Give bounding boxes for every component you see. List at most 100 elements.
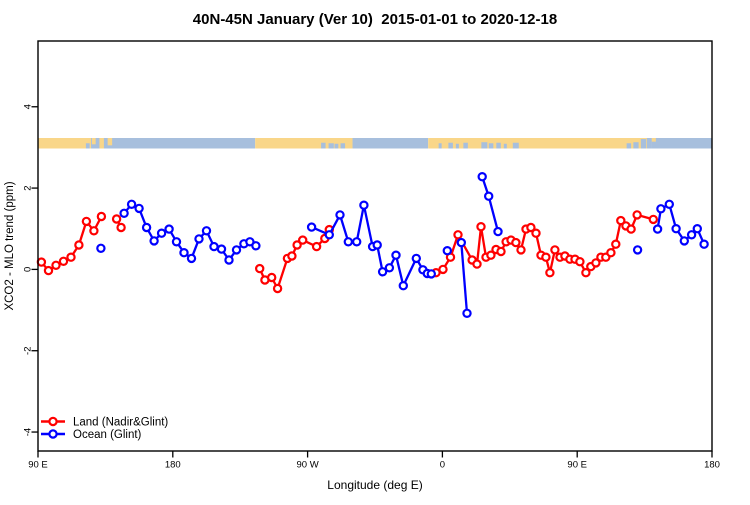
ocean-series-point xyxy=(391,250,401,260)
y-tick-label: 4 xyxy=(23,104,34,109)
band-sea-patch xyxy=(448,142,453,149)
land-series-point xyxy=(51,260,61,270)
land-series-point xyxy=(272,283,283,294)
ocean-series-point xyxy=(679,236,690,246)
band-sea-patch xyxy=(334,143,339,149)
ocean-series-point xyxy=(699,239,709,249)
ocean-series-point xyxy=(96,243,106,253)
plot-box xyxy=(37,40,713,452)
land-series-point xyxy=(255,263,265,274)
legend: Land (Nadir&Glint) Ocean (Glint) xyxy=(41,416,168,441)
ocean-series-point xyxy=(384,263,395,273)
x-tick-label: 180 xyxy=(165,460,181,471)
land-series-point xyxy=(541,252,551,262)
land-series-point xyxy=(287,251,297,261)
ocean-series-point xyxy=(377,267,388,277)
land-series-point xyxy=(111,214,122,224)
band-sea-patch xyxy=(321,142,326,149)
ocean-series-point xyxy=(462,308,472,318)
ocean-series-point xyxy=(456,237,466,248)
ocean-series-point xyxy=(686,230,697,240)
axes: 90 E 180 90 W 0 90 E 180 -4 -2 0 2 4 xyxy=(23,104,720,470)
ocean-series-point xyxy=(216,244,227,254)
ocean-series-point xyxy=(186,253,197,264)
x-tick-label: 90 W xyxy=(297,460,319,471)
x-tick-label: 90 E xyxy=(567,460,587,471)
ocean-series-point xyxy=(477,171,487,182)
ocean-series-point xyxy=(119,208,129,218)
ocean-series-point xyxy=(134,203,144,214)
land-series-point xyxy=(545,268,555,278)
ocean-series-point xyxy=(442,245,452,256)
land-series-point xyxy=(581,268,591,278)
band-land-patch xyxy=(99,138,104,149)
land-series-point xyxy=(311,241,322,252)
ocean-series-point xyxy=(209,241,219,252)
x-tick-label: 180 xyxy=(704,460,720,471)
land-series-point xyxy=(43,265,54,276)
ocean-series-line xyxy=(460,242,469,314)
land-series-point xyxy=(476,221,486,232)
ocean-series-point xyxy=(632,245,643,255)
ocean-series-point xyxy=(194,234,204,244)
land-series-point xyxy=(58,256,69,266)
band-sea-patch xyxy=(328,143,334,149)
land-series-point xyxy=(496,246,506,257)
land-series-point xyxy=(66,252,76,262)
land-series-point xyxy=(626,224,636,234)
band-sea-patch xyxy=(496,142,501,149)
x-tick-label: 0 xyxy=(440,460,445,471)
land-series-point xyxy=(96,211,107,222)
legend-label-ocean: Ocean (Glint) xyxy=(73,429,142,441)
y-tick-label: -2 xyxy=(23,346,34,354)
land-series-point xyxy=(81,216,92,227)
land-series-point xyxy=(550,245,560,255)
band-sea-patch xyxy=(503,143,507,149)
ocean-series-point xyxy=(692,223,703,234)
ocean-series-point xyxy=(359,200,369,210)
land-series-point xyxy=(438,264,448,275)
ocean-series-point xyxy=(664,199,675,209)
ocean-series-point xyxy=(426,269,436,279)
ocean-series-point xyxy=(398,281,408,291)
band-sea-patch xyxy=(640,139,647,149)
y-tick-label: 2 xyxy=(23,185,34,190)
land-series-point xyxy=(74,240,84,250)
ocean-series-point xyxy=(372,240,382,250)
ocean-series-point xyxy=(171,237,182,247)
band-land-patch xyxy=(107,138,113,146)
band-segment-land xyxy=(428,138,652,149)
ocean-series-point xyxy=(335,210,345,220)
x-axis-label: Longitude (deg E) xyxy=(327,478,422,492)
land-series-point xyxy=(632,210,642,220)
land-series-line xyxy=(40,215,103,273)
band-sea-patch xyxy=(85,143,90,149)
land-series-point xyxy=(591,258,601,268)
band-sea-patch xyxy=(626,143,632,149)
y-tick-label: 0 xyxy=(23,267,34,272)
legend-ocean-marker-icon xyxy=(48,429,58,439)
y-axis-label: XCO2 - MLO trend (ppm) xyxy=(4,181,16,310)
band-sea-patch xyxy=(438,143,442,149)
band-sea-patch xyxy=(633,142,639,149)
land-series-point xyxy=(516,245,526,255)
land-series-point xyxy=(453,230,463,240)
land-series-point xyxy=(116,222,126,233)
land-series-point xyxy=(36,257,47,267)
ocean-series-point xyxy=(656,204,666,214)
land-series-point xyxy=(486,250,496,260)
ocean-series-point xyxy=(671,223,681,234)
ocean-series-point xyxy=(411,253,421,264)
legend-land-marker-icon xyxy=(48,416,58,427)
ocean-series-point xyxy=(201,226,212,236)
ocean-series-point xyxy=(493,226,503,237)
land-series-point xyxy=(611,239,621,249)
ocean-series-line xyxy=(311,204,432,290)
land-ocean-band xyxy=(38,138,712,149)
y-tick-label: -4 xyxy=(23,428,34,436)
band-segment-ocean xyxy=(651,138,712,149)
ocean-series-point xyxy=(324,230,334,240)
ocean-series-point xyxy=(652,224,663,234)
x-tick-label: 90 E xyxy=(28,460,48,471)
